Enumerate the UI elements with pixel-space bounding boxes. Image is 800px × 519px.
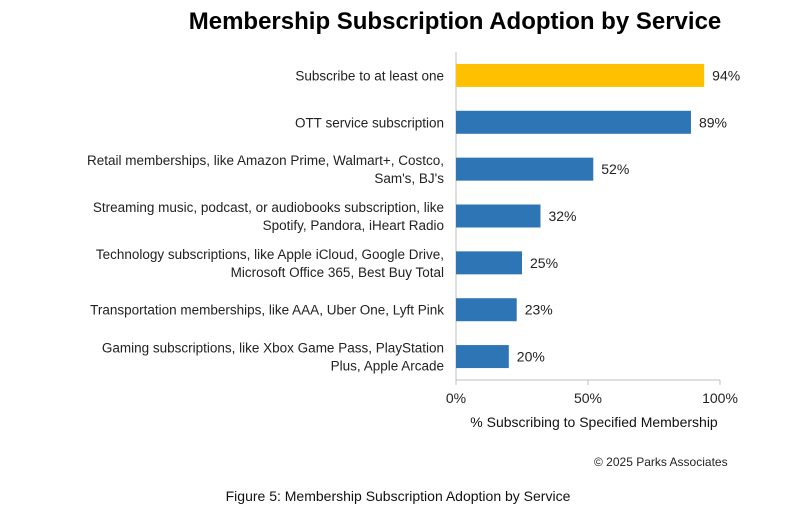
bar <box>456 204 541 228</box>
copyright-notice: © 2025 Parks Associates <box>594 455 728 469</box>
category-label: Technology subscriptions, like Apple iCl… <box>96 247 444 280</box>
bar-chart: 0% 50% 100% % Subscribing to Specified Memb… <box>87 52 740 430</box>
data-label: 52% <box>601 161 629 177</box>
data-label: 20% <box>517 349 545 365</box>
category-label: Retail memberships, like Amazon Prime, W… <box>87 153 444 186</box>
data-label: 94% <box>712 67 740 83</box>
data-label: 25% <box>530 255 558 271</box>
category-label: Gaming subscriptions, like Xbox Game Pas… <box>102 341 444 374</box>
data-label: 32% <box>548 208 576 224</box>
figure-caption: Figure 5: Membership Subscription Adopti… <box>225 488 571 504</box>
bar <box>456 345 509 369</box>
category-label: Streaming music, podcast, or audiobooks … <box>93 200 444 233</box>
x-tick-label: 100% <box>702 390 738 406</box>
bar <box>456 298 517 322</box>
bar <box>456 157 594 181</box>
x-tick-label: 50% <box>574 390 602 406</box>
x-tick-label: 0% <box>446 390 466 406</box>
bar <box>456 251 522 275</box>
chart-title: Membership Subscription Adoption by Serv… <box>188 8 722 35</box>
category-label: Subscribe to at least one <box>295 68 444 83</box>
bar <box>456 63 705 87</box>
x-axis-title: % Subscribing to Specified Membership <box>470 414 718 430</box>
chart-frame: Membership Subscription Adoption by Serv… <box>87 8 740 469</box>
category-label: Transportation memberships, like AAA, Ub… <box>90 303 444 318</box>
data-label: 23% <box>525 302 553 318</box>
data-label: 89% <box>699 114 727 130</box>
category-label: OTT service subscription <box>295 115 444 130</box>
bar <box>456 110 691 134</box>
